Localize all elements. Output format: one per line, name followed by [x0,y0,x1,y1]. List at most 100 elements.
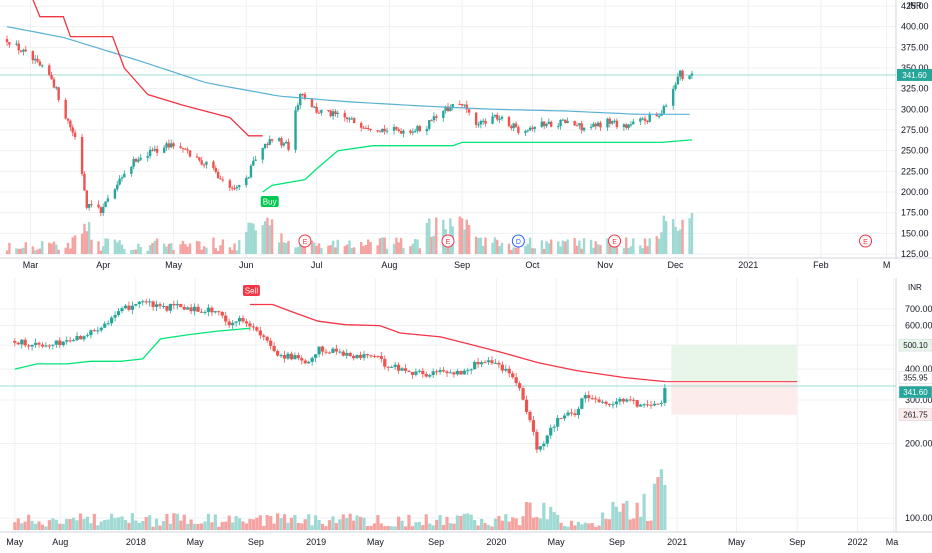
volume-bar [272,523,276,530]
candle [13,340,17,343]
candle [20,339,24,345]
earnings-marker[interactable] [608,234,622,248]
volume-bar [165,246,168,254]
volume-bar [317,519,321,530]
volume-bar [414,522,418,530]
earnings-marker[interactable] [441,234,455,248]
candle [540,121,544,127]
volume-bar [237,518,242,530]
candle [61,341,65,346]
volume-bar [400,520,404,530]
y-tick-label: 275.00 [901,125,929,135]
candle [132,158,135,167]
volume-bar [329,245,332,254]
candle [362,127,365,129]
candle [296,355,300,359]
volume-bar [583,522,587,530]
volume-bar [679,229,682,254]
candle [186,149,189,151]
candle [144,301,148,303]
volume-bar [547,243,551,254]
candle [345,352,349,356]
candle [615,120,619,128]
candle [545,123,548,127]
stop-zone[interactable] [671,381,798,415]
sell-signal-badge[interactable] [242,285,260,296]
candle [430,120,433,122]
candle [71,340,76,342]
candle [205,161,208,165]
volume-bar [557,241,560,254]
candle [613,120,616,122]
target-zone[interactable] [671,345,798,382]
volume-bar [38,248,42,254]
volume-bar [663,484,667,530]
volume-bar [564,241,567,254]
volume-bar [123,249,126,254]
buy-signal-badge[interactable] [260,196,279,207]
candle [607,403,612,405]
volume-bar [611,501,615,530]
volume-bar [369,525,373,530]
candle [317,346,321,355]
candle [583,395,587,399]
candle [123,173,126,178]
candle [184,148,187,150]
candle [448,372,453,374]
y-tick-label: 150.00 [901,228,929,238]
candle [606,118,609,128]
candle [646,120,649,122]
volume-bar [202,246,206,254]
candle [116,184,119,190]
x-tick-label: Oct [525,260,540,270]
candle [69,120,72,128]
candle [442,110,445,118]
candle [57,87,60,100]
candle [507,116,511,127]
volume-bar [341,514,345,530]
volume-bar [416,239,419,254]
candle [411,131,415,133]
candle [167,143,171,148]
volume-bar [510,250,513,254]
candle [445,371,449,374]
volume-bar [179,244,182,254]
candle [466,370,470,372]
volume-bar [73,235,77,254]
earnings-marker[interactable] [859,234,873,248]
candle [493,114,497,117]
y-tick-label: 700.00 [905,304,932,314]
volume-bar [189,519,193,530]
volume-bar [120,244,124,254]
volume-bar [127,522,131,530]
candle [127,305,131,310]
volume-bar [428,523,432,530]
earnings-marker[interactable] [298,234,312,248]
candle [671,89,675,106]
volume-bar [372,523,377,530]
volume-bar [507,521,511,530]
dividend-marker[interactable] [511,234,525,248]
candle [486,360,491,363]
y-tick-label: 225.00 [901,166,929,176]
candle [496,114,499,120]
candle [524,399,529,412]
volume-bar [268,225,271,254]
volume-bar [594,241,597,254]
volume-bar [594,526,598,530]
candle [40,344,45,347]
volume-bar [657,238,661,254]
volume-bar [41,241,44,254]
x-tick-label: May [728,537,746,547]
candle [269,340,273,346]
candle [170,143,173,148]
volume-bar [110,513,114,530]
volume-bar [68,519,72,530]
volume-bar [397,516,401,530]
volume-bar [390,526,394,530]
candle [85,190,88,208]
candle [228,180,232,188]
volume-bar [338,519,342,530]
